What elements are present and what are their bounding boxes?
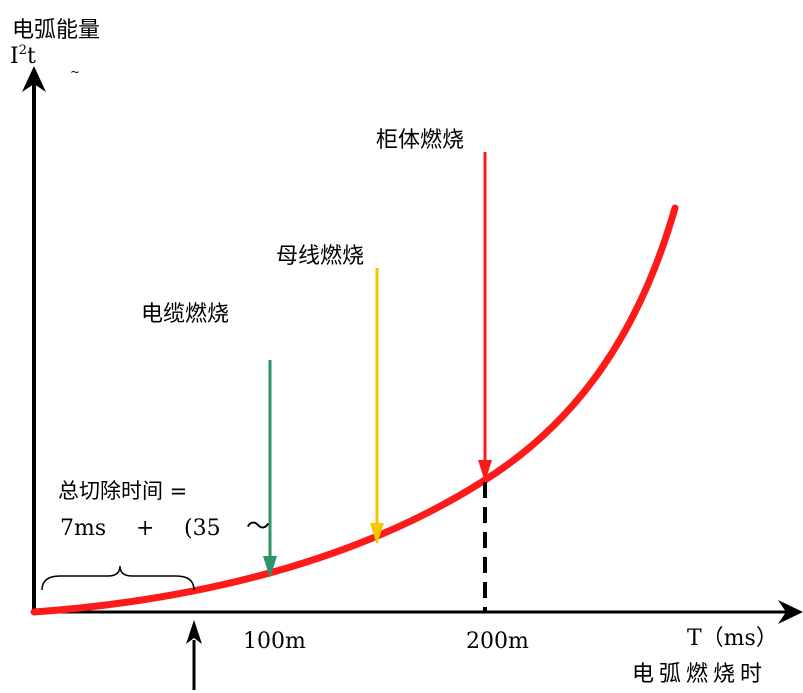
y-axis-unit-tail: t (26, 44, 36, 69)
busbar-burning-arrowhead (370, 523, 384, 545)
time-span-brace (41, 565, 195, 591)
clearing-time-plus: + (136, 516, 155, 541)
clearing-time-tilde: ～ (246, 512, 270, 540)
x-axis-title: 电弧燃烧时 (632, 662, 768, 687)
y-axis-arrowhead (22, 66, 46, 92)
cabinet-burning-label: 柜体燃烧 (376, 128, 465, 153)
cable-burning-arrowhead (263, 556, 277, 578)
total-clearing-time-label: 总切除时间 = (58, 479, 188, 503)
y-axis-unit-sup: 2 (18, 43, 27, 58)
cable-burning-label: 电缆燃烧 (141, 302, 230, 327)
x-tick-100m: 100m (243, 629, 306, 654)
clearing-time-part-b: (35 (184, 516, 221, 541)
x-axis-arrowhead (778, 600, 803, 624)
energy-curve (30, 204, 679, 616)
y-axis-title: 电弧能量 (12, 18, 101, 43)
trip-time-arrowhead (186, 620, 202, 644)
x-axis-unit: T（ms） (687, 626, 778, 651)
busbar-burning-label: 母线燃烧 (276, 244, 365, 269)
clearing-time-part-a: 7ms (60, 516, 107, 541)
y-axis-small-mark: ~ (70, 65, 81, 79)
x-tick-200m: 200m (466, 629, 529, 654)
y-axis-unit: I2t (10, 44, 36, 68)
cabinet-burning-arrowhead (478, 460, 492, 482)
y-axis-unit-base: I (10, 44, 19, 69)
